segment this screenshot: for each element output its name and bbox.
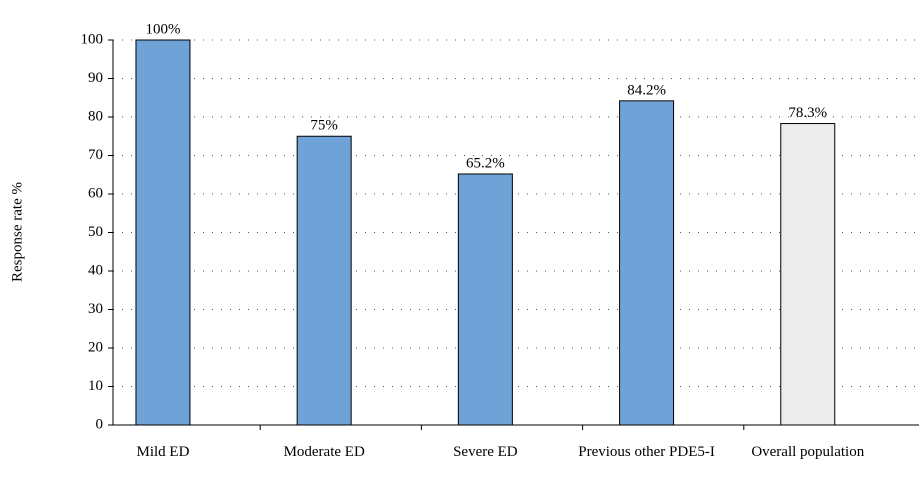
x-tick-label: Previous other PDE5-I — [578, 444, 715, 460]
y-tick-label: 10 — [88, 378, 103, 394]
y-tick-label: 100 — [81, 31, 104, 47]
bar — [619, 100, 675, 426]
value-label: 100% — [145, 21, 180, 37]
y-tick-label: 20 — [88, 339, 103, 355]
bar — [296, 135, 352, 426]
value-label: 78.3% — [788, 105, 827, 121]
x-tick-label: Severe ED — [453, 444, 518, 460]
y-tick-label: 90 — [88, 70, 103, 86]
bar — [135, 39, 191, 426]
y-tick-label: 40 — [88, 262, 103, 278]
bar — [780, 123, 836, 426]
value-label: 84.2% — [627, 82, 666, 98]
y-axis-label: Response rate % — [9, 182, 25, 282]
y-tick-label: 0 — [96, 416, 104, 432]
value-label: 65.2% — [466, 155, 505, 171]
x-tick-label: Overall population — [751, 444, 865, 460]
x-tick-label: Mild ED — [136, 444, 190, 460]
value-label: 75% — [310, 118, 338, 134]
y-tick-label: 60 — [88, 185, 103, 201]
y-tick-label: 80 — [88, 108, 103, 124]
y-tick-label: 70 — [88, 147, 103, 163]
y-tick-label: 50 — [88, 224, 103, 240]
bar — [457, 173, 513, 426]
x-tick-label: Moderate ED — [283, 444, 365, 460]
y-tick-label: 30 — [88, 301, 103, 317]
